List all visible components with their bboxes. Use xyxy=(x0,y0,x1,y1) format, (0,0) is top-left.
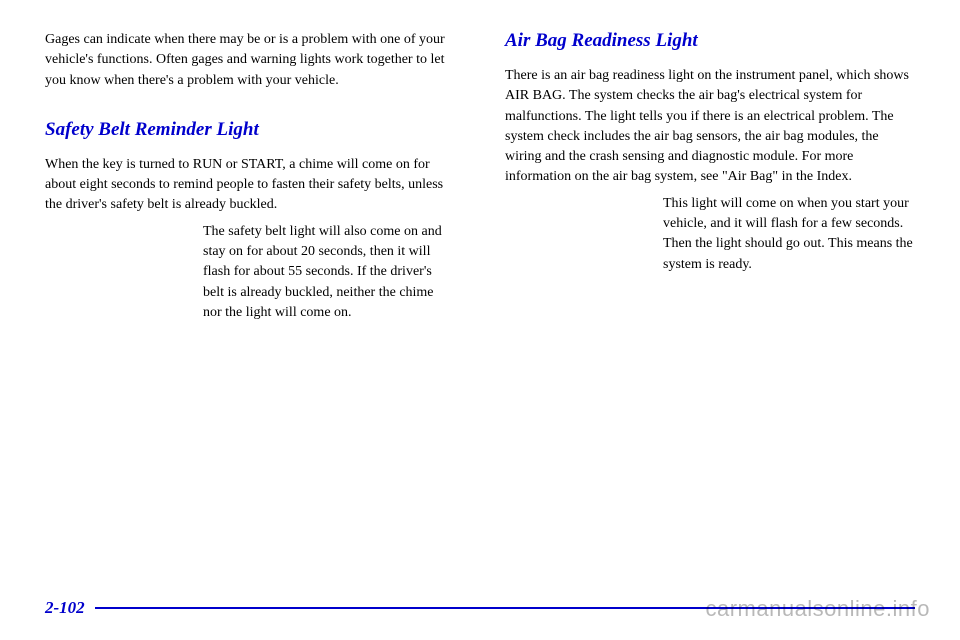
manual-page: Gages can indicate when there may be or … xyxy=(0,0,960,640)
safety-belt-icon xyxy=(45,222,185,362)
safety-belt-caption: The safety belt light will also come on … xyxy=(203,222,455,323)
airbag-caption: This light will come on when you start y… xyxy=(663,194,915,275)
two-column-layout: Gages can indicate when there may be or … xyxy=(45,30,915,598)
right-column: Air Bag Readiness Light There is an air … xyxy=(505,30,915,598)
airbag-figure-row: This light will come on when you start y… xyxy=(505,194,915,334)
intro-paragraph: Gages can indicate when there may be or … xyxy=(45,30,455,91)
safety-belt-heading: Safety Belt Reminder Light xyxy=(45,119,455,141)
safety-belt-lead: When the key is turned to RUN or START, … xyxy=(45,155,455,216)
page-number: 2-102 xyxy=(45,598,85,618)
safety-belt-figure-row: The safety belt light will also come on … xyxy=(45,222,455,362)
watermark-text: carmanualsonline.info xyxy=(705,596,930,622)
left-column: Gages can indicate when there may be or … xyxy=(45,30,455,598)
airbag-paragraph: There is an air bag readiness light on t… xyxy=(505,66,915,188)
airbag-heading: Air Bag Readiness Light xyxy=(505,30,915,52)
airbag-icon xyxy=(505,194,645,334)
